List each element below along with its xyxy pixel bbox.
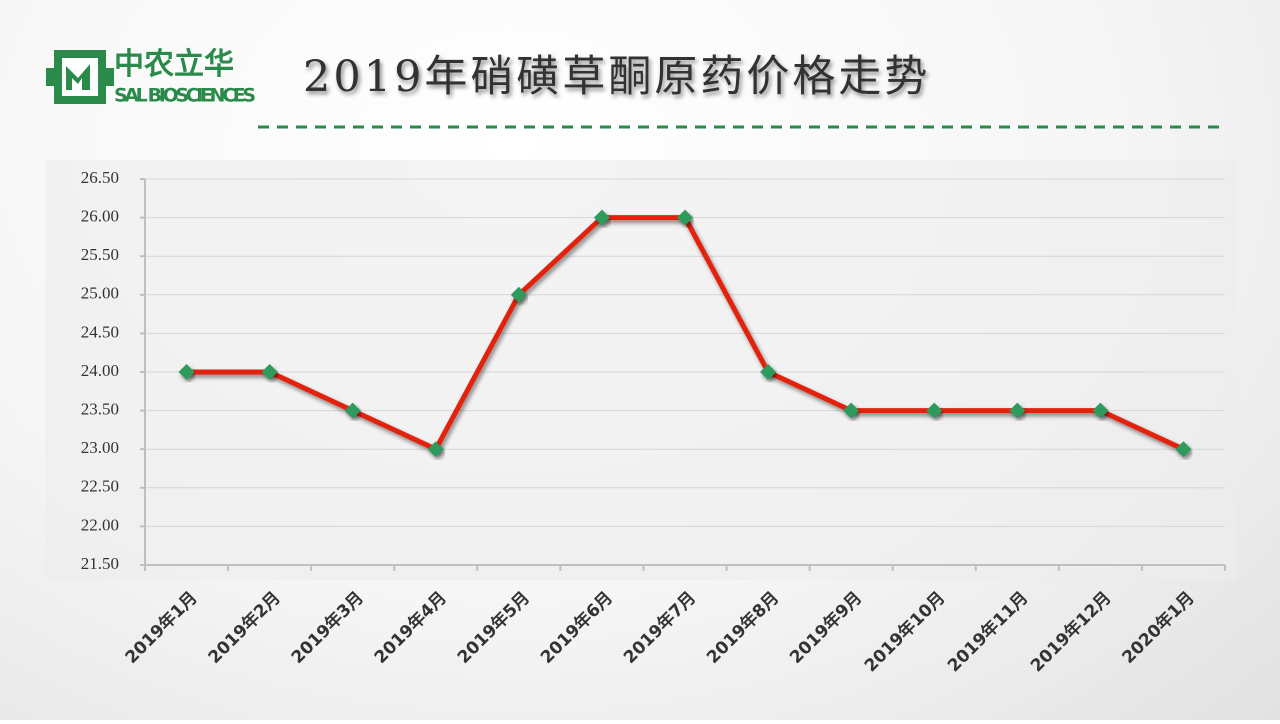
chart-title: 2019年硝磺草酮原药价格走势 [303,52,930,102]
point-marker [593,209,610,226]
x-tick-label: 2019年9月 [786,587,867,668]
point-marker [178,364,195,380]
y-tick-label: 21.50 [81,554,119,573]
x-tick-label: 2019年10月 [860,587,949,676]
y-tick-label: 23.50 [81,400,119,419]
point-marker [344,402,361,419]
point-marker [1175,441,1192,458]
y-tick-label: 24.00 [81,361,119,380]
point-marker [261,364,278,380]
point-marker [1092,402,1109,419]
point-marker [427,441,444,458]
logo-icon [46,50,114,104]
x-tick-label: 2019年2月 [204,587,285,668]
x-tick-label: 2019年4月 [370,587,451,668]
x-tick-label: 2019年5月 [453,587,534,668]
point-marker [843,402,860,419]
y-tick-label: 23.00 [81,438,119,457]
x-tick-label: 2019年1月 [121,587,202,668]
x-tick-label: 2019年7月 [619,587,700,668]
x-tick-label: 2020年1月 [1118,587,1199,668]
y-tick-label: 22.50 [81,477,119,496]
point-marker [760,364,777,380]
logo-name: 中农立华 [114,47,234,82]
x-tick-label: 2019年3月 [287,587,368,668]
y-tick-label: 22.00 [81,515,119,534]
y-tick-label: 26.00 [81,207,119,226]
point-marker [1009,402,1026,419]
x-tick-label: 2019年6月 [536,587,617,668]
x-tick-label: 2019年12月 [1026,587,1115,676]
y-tick-label: 24.50 [81,322,119,341]
point-marker [510,286,527,303]
x-tick-label: 2019年8月 [702,587,783,668]
y-tick-label: 25.50 [81,245,119,264]
y-tick-label: 25.00 [81,284,119,303]
y-tick-label: 26.50 [81,168,119,187]
logo-subtitle: SAL BIOSCIENCES [114,85,256,107]
x-tick-label: 2019年11月 [943,587,1032,676]
point-marker [926,402,943,419]
point-marker [677,209,693,226]
